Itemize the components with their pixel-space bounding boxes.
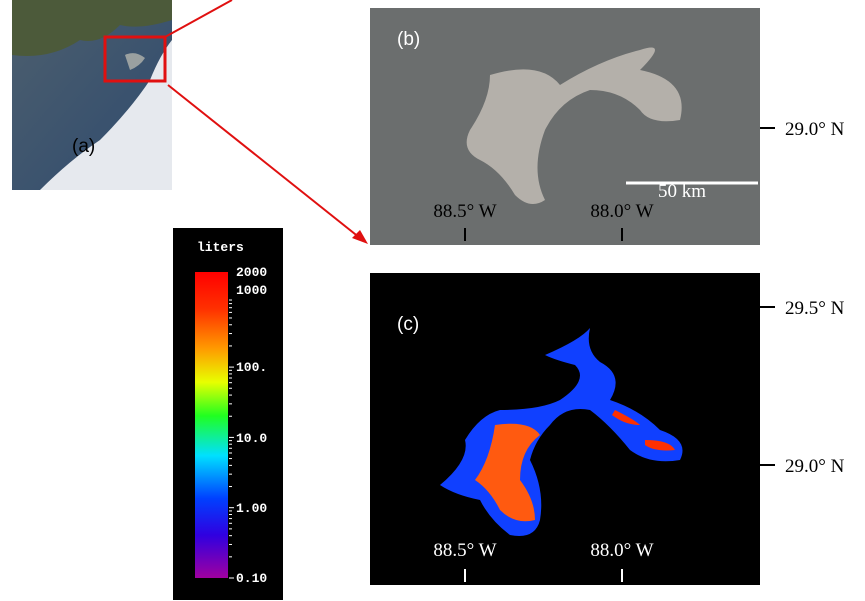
- slick-high: [475, 423, 540, 522]
- lon-label: 88.5° W: [433, 201, 496, 222]
- colorbar-label: 1000: [236, 283, 267, 298]
- colorbar-label: 2000: [236, 265, 267, 280]
- colorbar: liters 2000 1000 100. 10.0 1.00 0.10: [173, 228, 283, 600]
- lon-label: 88.0° W: [590, 540, 653, 561]
- colorbar-gradient: [195, 272, 228, 578]
- lat-label: 29.5° N: [785, 298, 845, 319]
- lon-label: 88.0° W: [590, 201, 653, 222]
- colorbar-label: 0.10: [236, 571, 267, 586]
- slick: [125, 53, 145, 70]
- colorbar-label: 1.00: [236, 501, 267, 516]
- zoom-line: [164, 0, 233, 38]
- lat-label: 29.0° N: [785, 119, 845, 140]
- colorbar-title: liters: [197, 240, 244, 255]
- map-image: [370, 273, 760, 585]
- zoom-box: [103, 35, 167, 83]
- panel-label: (b): [397, 29, 420, 50]
- panel-c: (c) 88.5° W 88.0° W 29.5° N 29.0° N: [370, 273, 845, 585]
- panel-a: (a): [12, 0, 233, 190]
- arrow-head: [352, 230, 368, 244]
- colorbar-labels: 2000 1000 100. 10.0 1.00 0.10: [236, 265, 267, 586]
- panel-b: (b) 50 km 88.5° W 88.0° W 29.0° N: [370, 8, 845, 245]
- colorbar-ticks: [229, 299, 234, 579]
- clouds: [40, 40, 172, 190]
- land: [12, 0, 172, 56]
- colorbar-label: 10.0: [236, 431, 267, 446]
- panel-label: (a): [72, 136, 95, 157]
- lat-label: 29.0° N: [785, 456, 845, 477]
- zoom-arrow: [167, 84, 361, 239]
- panel-label: (c): [397, 314, 419, 335]
- colorbar-label: 100.: [236, 360, 267, 375]
- lon-label: 88.5° W: [433, 540, 496, 561]
- satellite-image: [370, 8, 760, 245]
- scale-label: 50 km: [658, 181, 706, 202]
- slick: [466, 47, 682, 204]
- slick-high: [612, 410, 675, 451]
